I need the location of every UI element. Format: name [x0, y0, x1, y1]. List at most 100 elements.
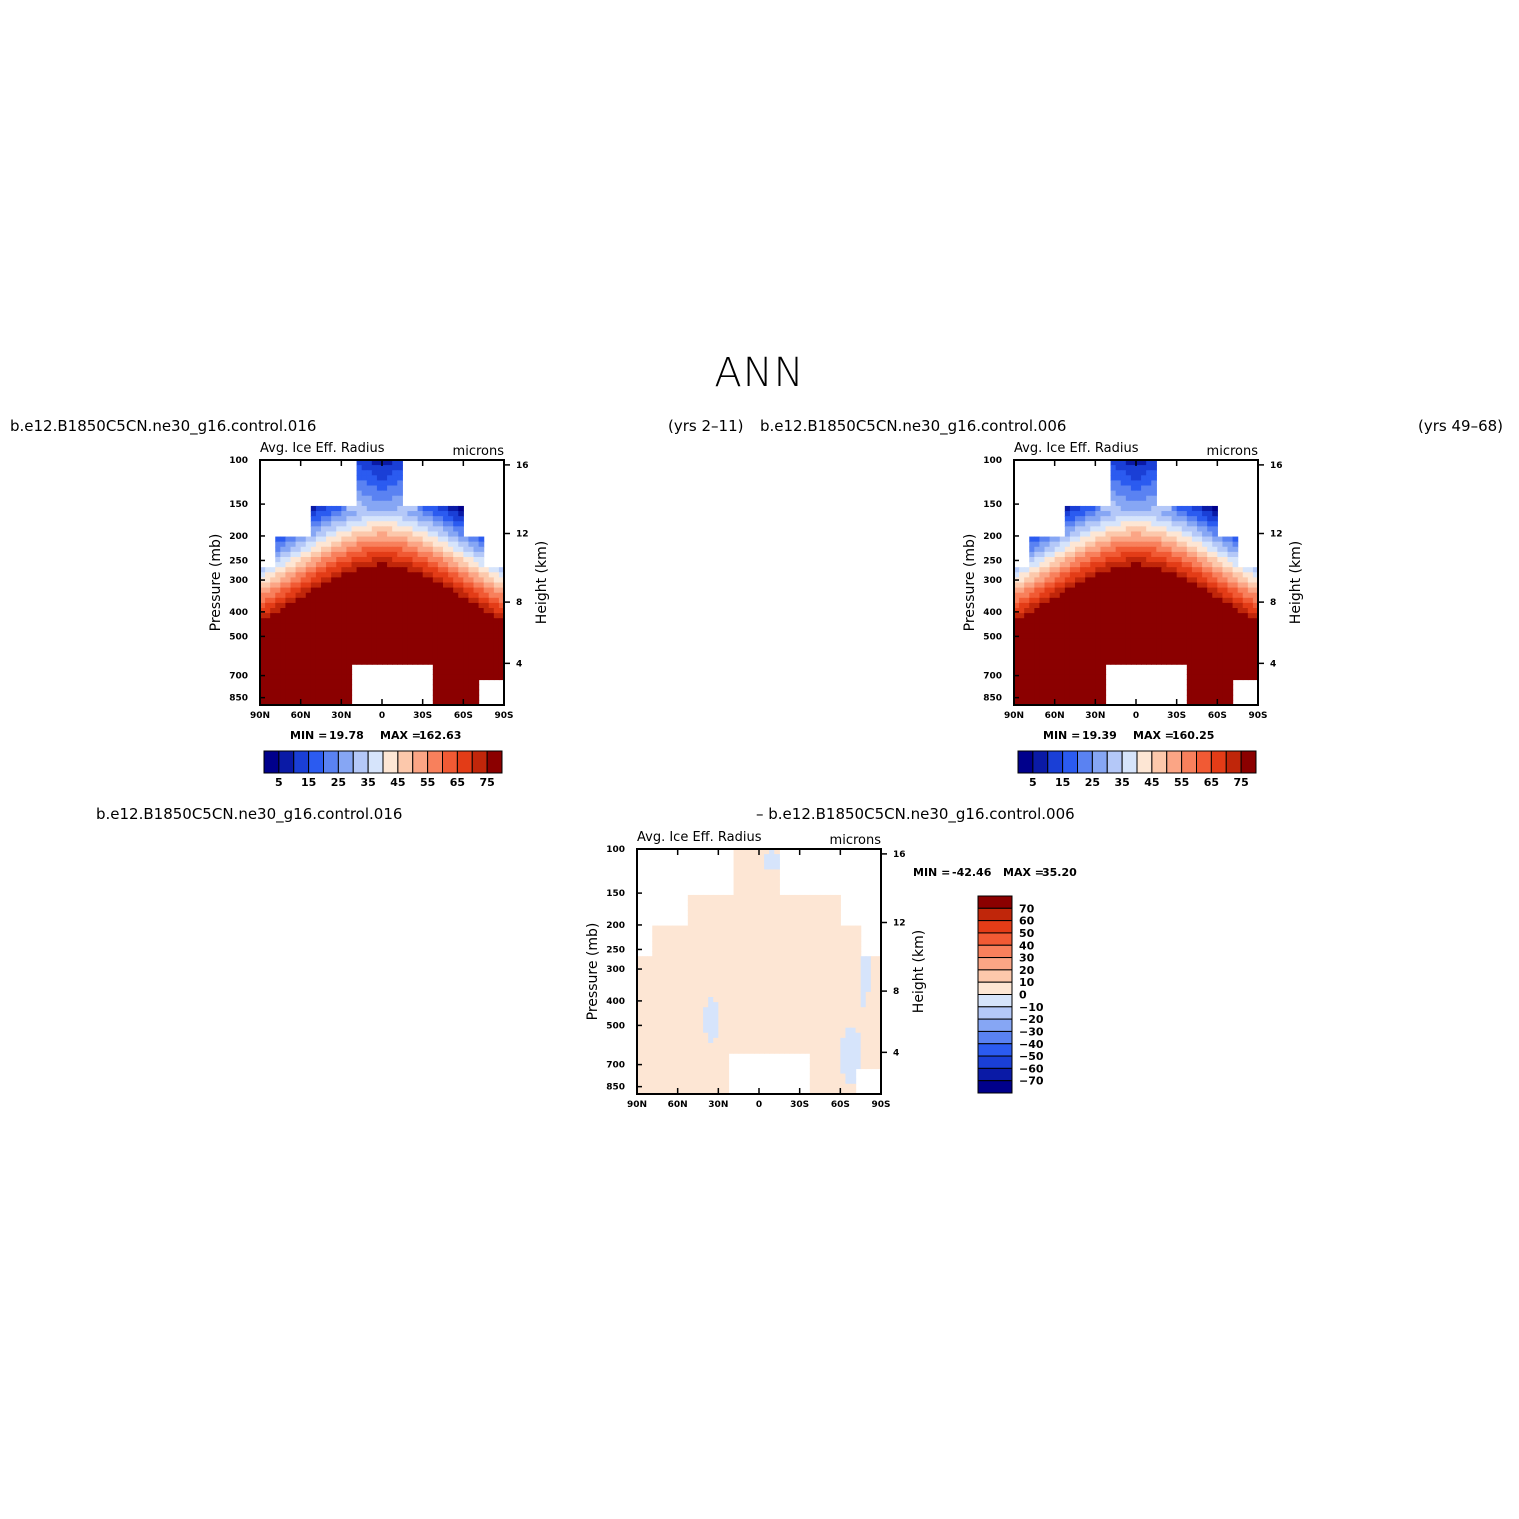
field-cell	[275, 597, 281, 604]
field-cell	[1212, 587, 1218, 594]
field-cell	[1151, 638, 1157, 645]
field-cell	[799, 1002, 806, 1008]
field-cell	[473, 633, 480, 640]
field-cell	[774, 864, 780, 871]
field-cell	[1191, 546, 1198, 553]
field-cell	[1069, 628, 1076, 635]
field-cell	[1197, 582, 1203, 589]
field-cell	[498, 674, 505, 681]
field-cell	[1141, 577, 1147, 584]
field-cell	[366, 659, 373, 665]
field-cell	[774, 910, 780, 916]
field-cell	[1191, 587, 1198, 594]
field-cell	[356, 460, 363, 466]
field-cell	[860, 1017, 867, 1024]
field-cell	[698, 1063, 704, 1070]
field-cell	[1095, 679, 1102, 686]
field-cell	[422, 516, 429, 522]
field-cell	[1029, 674, 1035, 681]
field-cell	[1146, 659, 1152, 665]
field-cell	[1227, 597, 1234, 604]
field-cell	[382, 628, 388, 635]
field-cell	[652, 986, 658, 993]
field-cell	[1217, 536, 1224, 543]
field-cell	[1247, 659, 1254, 665]
field-cell	[1069, 679, 1076, 686]
field-cell	[1197, 572, 1203, 578]
field-cell	[804, 910, 811, 916]
field-cell	[1110, 490, 1117, 497]
field-cell	[738, 981, 745, 988]
field-cell	[1247, 674, 1254, 681]
field-cell	[387, 572, 393, 578]
field-cell	[779, 910, 786, 916]
field-cell	[677, 1022, 684, 1029]
field-cell	[708, 1053, 714, 1059]
field-cell	[1029, 643, 1035, 650]
field-cell	[473, 577, 480, 584]
field-cell	[290, 659, 297, 665]
field-cell	[1090, 526, 1096, 533]
field-cell	[437, 587, 444, 594]
field-cell	[1130, 587, 1137, 594]
field-cell	[412, 597, 419, 604]
field-cell	[1049, 694, 1056, 701]
colorbar-box	[486, 750, 503, 774]
field-cell	[310, 653, 317, 660]
field-cell	[865, 981, 872, 988]
field-cell	[453, 664, 459, 670]
field-cell	[1237, 608, 1244, 614]
field-cell	[275, 567, 281, 573]
field-cell	[417, 587, 424, 594]
field-cell	[422, 623, 429, 630]
field-cell	[698, 966, 704, 973]
field-cell	[835, 1063, 841, 1070]
field-cell	[698, 920, 704, 927]
field-cell	[1156, 577, 1163, 584]
field-cell	[1191, 613, 1198, 619]
field-cell	[1176, 526, 1183, 533]
field-cell	[845, 1007, 852, 1013]
field-cell	[422, 521, 429, 527]
field-cell	[331, 541, 337, 548]
field-cell	[397, 465, 403, 471]
field-cell	[331, 602, 337, 609]
field-cell	[1181, 633, 1188, 640]
field-cell	[356, 516, 363, 522]
field-cell	[361, 618, 368, 624]
field-cell	[1227, 669, 1234, 675]
field-cell	[392, 551, 398, 558]
field-cell	[1136, 587, 1142, 594]
field-cell	[341, 577, 348, 584]
field-cell	[652, 1058, 658, 1064]
field-cell	[300, 567, 307, 573]
field-cell	[1252, 618, 1259, 624]
field-cell	[875, 1048, 882, 1054]
field-cell	[779, 1007, 786, 1013]
field-cell	[443, 674, 449, 681]
field-cell	[1161, 572, 1168, 578]
field-cell	[1247, 613, 1254, 619]
field-cell	[677, 1012, 684, 1019]
field-cell	[774, 1042, 780, 1049]
field-cell	[366, 572, 373, 578]
field-cell	[804, 991, 811, 998]
field-cell	[1166, 531, 1173, 538]
x-tick-label: 90S	[494, 711, 513, 721]
field-cell	[753, 889, 760, 896]
field-cell	[1069, 643, 1076, 650]
field-cell	[708, 991, 714, 998]
contour-field	[637, 849, 882, 1095]
field-cell	[321, 664, 327, 670]
field-cell	[764, 997, 770, 1003]
field-cell	[422, 562, 429, 568]
field-cell	[779, 935, 786, 942]
field-cell	[336, 638, 342, 645]
field-cell	[1095, 567, 1102, 573]
field-cell	[1090, 597, 1096, 604]
field-cell	[860, 1037, 867, 1044]
field-cell	[1044, 592, 1051, 599]
field-cell	[1044, 618, 1051, 624]
field-cell	[422, 582, 429, 589]
field-cell	[794, 940, 801, 947]
